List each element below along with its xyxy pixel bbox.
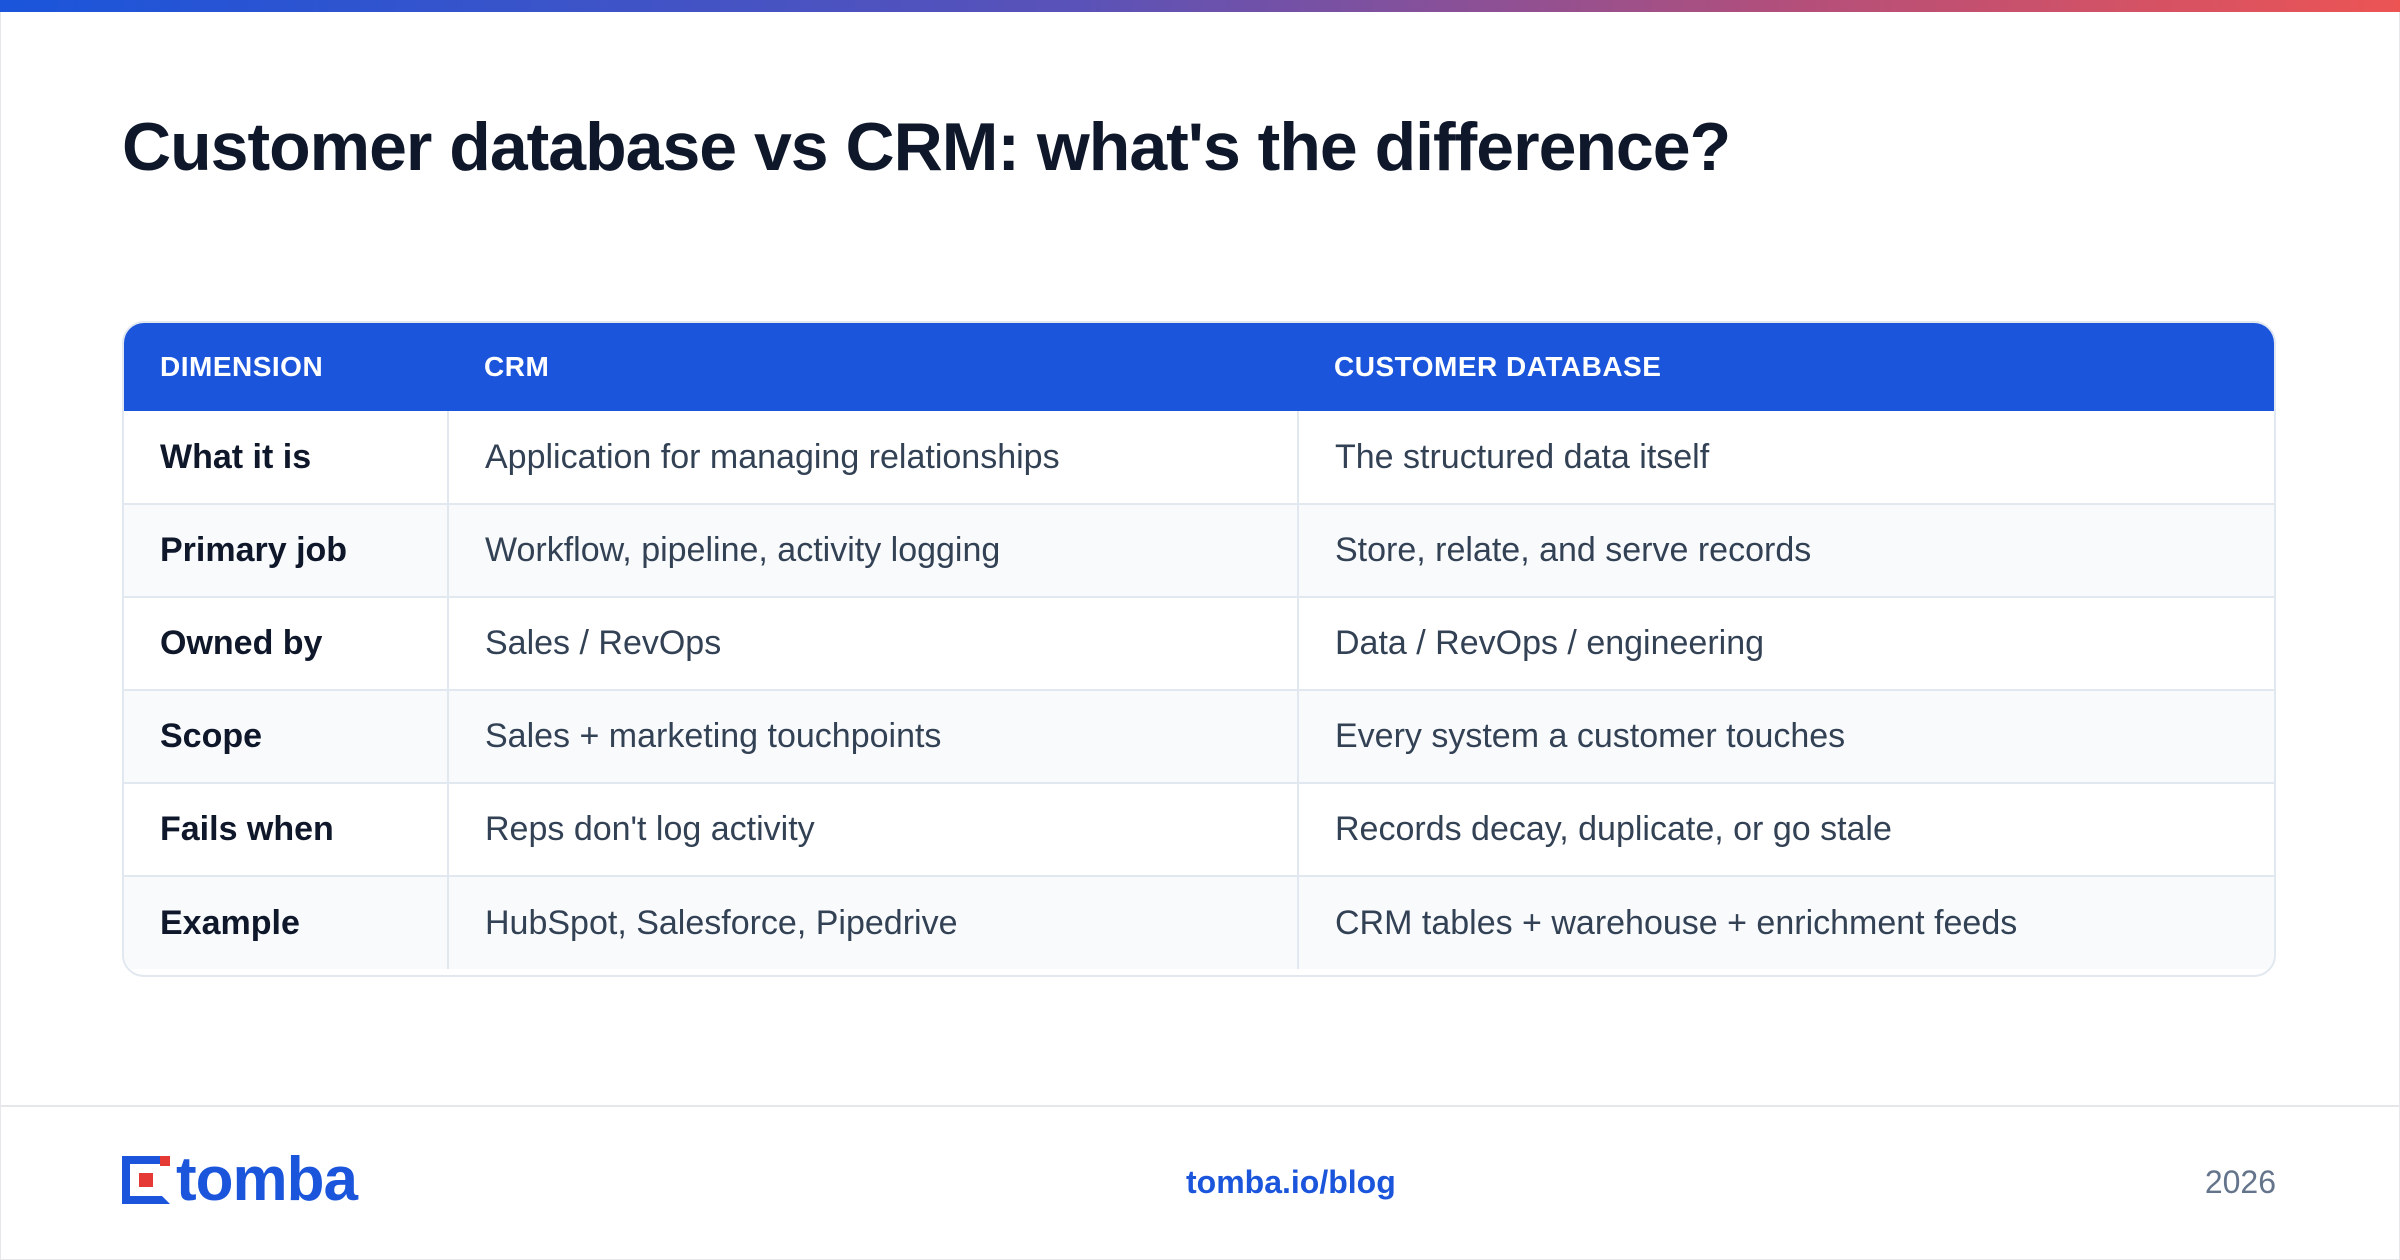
row-customer-database: Records decay, duplicate, or go stale: [1297, 782, 2274, 876]
header-customer-database: CUSTOMER DATABASE: [1298, 323, 2274, 411]
blog-link[interactable]: tomba.io/blog: [1186, 1164, 1396, 1200]
row-crm: Application for managing relationships: [447, 411, 1298, 504]
row-dimension: What it is: [160, 437, 312, 476]
header-crm: CRM: [448, 323, 1298, 411]
header-dimension: DIMENSION: [124, 323, 448, 411]
tomba-logo[interactable]: tomba: [122, 1145, 358, 1214]
row-dimension: Owned by: [124, 596, 448, 690]
row-customer-database: CRM tables + warehouse + enrichment feed…: [1297, 875, 2274, 969]
row-crm: Workflow, pipeline, activity logging: [447, 503, 1298, 597]
row-dimension: Example: [124, 875, 448, 969]
table-row: Scope Sales + marketing touchpoints Ever…: [124, 689, 2274, 783]
comparison-table: DIMENSION CRM CUSTOMER DATABASE What it …: [122, 321, 2276, 977]
page-title: Customer database vs CRM: what's the dif…: [122, 109, 1731, 185]
row-crm: Sales / RevOps: [447, 596, 1298, 690]
row-crm: Sales + marketing touchpoints: [447, 689, 1298, 783]
row-dimension: Scope: [124, 689, 448, 783]
row-customer-database: The structured data itself: [1297, 411, 2274, 504]
table-row: What it is Application for managing rela…: [124, 411, 2274, 504]
row-crm: Reps don't log activity: [447, 782, 1298, 876]
row-customer-database: Every system a customer touches: [1297, 689, 2274, 783]
row-customer-database: Store, relate, and serve records: [1297, 503, 2274, 597]
table-row: Fails when Reps don't log activity Recor…: [124, 782, 2274, 876]
logo-wordmark: tomba: [176, 1145, 358, 1214]
footer-year: 2026: [2204, 1164, 2276, 1200]
tomba-logo-icon: [122, 1156, 170, 1204]
table-row: Example HubSpot, Salesforce, Pipedrive C…: [124, 875, 2274, 969]
table-row: Primary job Workflow, pipeline, activity…: [124, 503, 2274, 597]
row-dimension: Fails when: [124, 782, 448, 876]
row-customer-database: Data / RevOps / engineering: [1297, 596, 2274, 690]
table-header-row: DIMENSION CRM CUSTOMER DATABASE: [124, 323, 2274, 411]
table-row: Owned by Sales / RevOps Data / RevOps / …: [124, 596, 2274, 690]
row-dimension: Primary job: [124, 503, 448, 597]
footer-divider: [0, 1105, 2400, 1107]
row-crm: HubSpot, Salesforce, Pipedrive: [447, 875, 1298, 969]
top-gradient-bar: [0, 0, 2400, 12]
